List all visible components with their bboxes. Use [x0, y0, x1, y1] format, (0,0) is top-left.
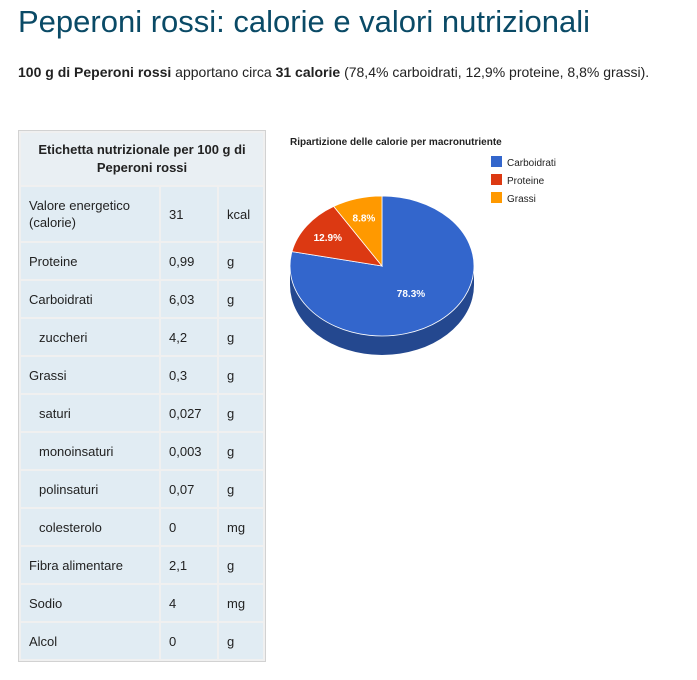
legend-swatch — [491, 192, 502, 203]
nutrient-name: Sodio — [21, 585, 159, 621]
macronutrient-chart: Ripartizione delle calorie per macronutr… — [280, 128, 600, 378]
nutrition-row: colesterolo 0 mg — [21, 509, 263, 545]
nutrient-name: Grassi — [21, 357, 159, 393]
nutrient-value: 0,027 — [161, 395, 217, 431]
nutrient-value: 31 — [161, 187, 217, 241]
nutrient-name: saturi — [21, 395, 159, 431]
pie-slice-label: 8.8% — [353, 214, 376, 225]
nutrition-row: saturi 0,027 g — [21, 395, 263, 431]
intro-text-1: apportano circa — [171, 64, 276, 80]
nutrient-unit: g — [219, 281, 263, 317]
nutrient-unit: g — [219, 547, 263, 583]
nutrition-table-header-row: Etichetta nutrizionale per 100 g di Pepe… — [21, 133, 263, 185]
nutrient-unit: g — [219, 319, 263, 355]
nutrient-value: 0,3 — [161, 357, 217, 393]
nutrient-name: zuccheri — [21, 319, 159, 355]
pie-slice — [291, 205, 383, 267]
nutrient-name: polinsaturi — [21, 471, 159, 507]
nutrient-unit: g — [219, 623, 263, 659]
legend-label: Proteine — [507, 176, 545, 187]
legend-label: Grassi — [507, 194, 536, 205]
nutrient-value: 0,003 — [161, 433, 217, 469]
nutrient-unit: kcal — [219, 187, 263, 241]
legend-label: Carboidrati — [507, 158, 556, 169]
intro-paragraph: 100 g di Peperoni rossi apportano circa … — [18, 60, 690, 85]
nutrient-value: 0,07 — [161, 471, 217, 507]
nutrient-name: Carboidrati — [21, 281, 159, 317]
nutrition-table-body: Valore energetico (calorie) 31 kcal Protein… — [21, 187, 263, 659]
pie-slice-side — [290, 266, 474, 355]
nutrition-table: Etichetta nutrizionale per 100 g di Pepe… — [18, 130, 266, 662]
nutrition-row: Valore energetico (calorie) 31 kcal — [21, 187, 263, 241]
nutrient-value: 4 — [161, 585, 217, 621]
nutrition-table-header: Etichetta nutrizionale per 100 g di Pepe… — [21, 133, 263, 185]
macronutrient-pie-svg: Ripartizione delle calorie per macronutr… — [289, 137, 556, 355]
nutrition-row: Carboidrati 6,03 g — [21, 281, 263, 317]
nutrition-row: polinsaturi 0,07 g — [21, 471, 263, 507]
nutrient-name: monoinsaturi — [21, 433, 159, 469]
nutrient-value: 4,2 — [161, 319, 217, 355]
pie-slice-label: 12.9% — [314, 233, 342, 244]
nutrient-name: colesterolo — [21, 509, 159, 545]
legend-swatch — [491, 156, 502, 167]
nutrition-row: monoinsaturi 0,003 g — [21, 433, 263, 469]
legend-swatch — [491, 174, 502, 185]
nutrient-name: Alcol — [21, 623, 159, 659]
pie-slice-label: 78.3% — [397, 289, 425, 300]
nutrient-value: 6,03 — [161, 281, 217, 317]
chart-title: Ripartizione delle calorie per macronutr… — [290, 137, 502, 148]
pie-slice — [333, 195, 383, 268]
nutrition-row: Alcol 0 g — [21, 623, 263, 659]
intro-calories: 31 calorie — [275, 64, 341, 80]
nutrient-unit: g — [219, 243, 263, 279]
nutrient-name: Valore energetico (calorie) — [21, 187, 159, 241]
nutrient-unit: mg — [219, 509, 263, 545]
nutrient-unit: g — [219, 395, 263, 431]
intro-amount: 100 g di Peperoni rossi — [18, 64, 172, 80]
nutrition-row: Fibra alimentare 2,1 g — [21, 547, 263, 583]
nutrient-unit: g — [219, 471, 263, 507]
nutrient-value: 0,99 — [161, 243, 217, 279]
page-title: Peperoni rossi: calorie e valori nutrizi… — [18, 4, 591, 39]
nutrient-value: 0 — [161, 509, 217, 545]
nutrient-name: Fibra alimentare — [21, 547, 159, 583]
intro-text-2: (78,4% carboidrati, 12,9% proteine, 8,8%… — [340, 64, 650, 80]
nutrition-row: Sodio 4 mg — [21, 585, 263, 621]
nutrient-value: 2,1 — [161, 547, 217, 583]
nutrition-row: zuccheri 4,2 g — [21, 319, 263, 355]
nutrition-row: Grassi 0,3 g — [21, 357, 263, 393]
nutrition-row: Proteine 0,99 g — [21, 243, 263, 279]
nutrient-unit: g — [219, 433, 263, 469]
nutrient-name: Proteine — [21, 243, 159, 279]
nutrient-value: 0 — [161, 623, 217, 659]
nutrient-unit: g — [219, 357, 263, 393]
nutrient-unit: mg — [219, 585, 263, 621]
